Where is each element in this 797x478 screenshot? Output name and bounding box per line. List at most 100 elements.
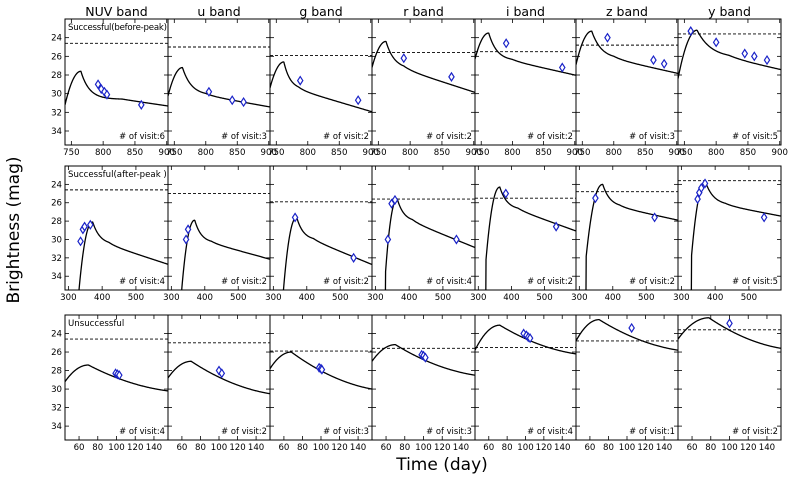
observation-point xyxy=(391,194,399,206)
light-curve-line xyxy=(270,61,372,113)
x-tick-label: 500 xyxy=(332,293,348,303)
light-curve-line xyxy=(282,216,372,290)
x-tick-label: 500 xyxy=(741,293,757,303)
panel-frame xyxy=(371,18,476,146)
x-tick-label: 140 xyxy=(248,443,264,453)
light-curve-line xyxy=(78,221,168,290)
x-tick-label: 300 xyxy=(265,293,281,303)
y-tick-label: 28 xyxy=(51,71,62,81)
visit-count-label: # of visit:3 xyxy=(629,131,675,141)
panel-2-1: 60 80 100 120 140 # of visit:2 xyxy=(167,314,271,453)
observation-point xyxy=(687,26,695,37)
x-tick-label: 80 xyxy=(502,443,513,453)
band-title: g band xyxy=(299,4,342,19)
observation-point xyxy=(726,318,733,329)
light-curve-line xyxy=(181,219,270,290)
x-tick-label: 750 xyxy=(473,148,489,158)
x-tick-label: 120 xyxy=(127,443,143,453)
light-curve-line xyxy=(576,30,678,75)
observation-point xyxy=(81,221,88,232)
x-tick-label: 850 xyxy=(637,148,653,158)
observation-point xyxy=(218,368,226,379)
x-tick-label: 60 xyxy=(687,443,698,453)
observation-point xyxy=(94,79,102,90)
x-tick-label: 300 xyxy=(163,293,179,303)
light-curve-line xyxy=(65,70,168,107)
visit-count-label: # of visit:2 xyxy=(426,131,472,141)
light-curve-line xyxy=(65,364,168,392)
x-tick-label: 300 xyxy=(367,293,383,303)
panel-frame xyxy=(269,314,373,441)
panel-1-1: 300 400 500 # of visit:2 xyxy=(163,165,271,303)
row-1: 24 26 28 30 32 34 300 400 500 # of visit:4 300 400 5… xyxy=(51,165,782,303)
x-tick-label: 80 xyxy=(92,443,103,453)
x-tick-label: 750 xyxy=(63,148,79,158)
panel-0-6: 750 800 850 900 # of visit:5 y band xyxy=(676,4,788,158)
panel-frame xyxy=(371,314,476,441)
x-tick-label: 140 xyxy=(759,443,775,453)
visit-count-label: # of visit:2 xyxy=(527,131,573,141)
observation-point xyxy=(526,333,534,344)
panel-1-6: 300 400 500 # of visit:5 xyxy=(673,165,782,303)
visit-count-label: # of visit:2 xyxy=(221,426,267,436)
observation-point xyxy=(182,234,190,245)
x-tick-label: 850 xyxy=(229,148,245,158)
x-tick-label: 120 xyxy=(740,443,756,453)
panel-0-2: 750 800 850 900 # of visit:2 g band xyxy=(268,4,379,158)
x-tick-label: 120 xyxy=(229,443,245,453)
x-tick-label: 500 xyxy=(128,293,144,303)
light-curve-line xyxy=(168,360,270,395)
panel-2-4: 60 80 100 120 140 # of visit:4 xyxy=(474,314,577,453)
observation-point xyxy=(184,224,192,235)
x-tick-label: 100 xyxy=(211,443,227,453)
x-tick-label: 140 xyxy=(350,443,366,453)
panel-frame xyxy=(575,165,679,291)
panel-frame xyxy=(474,165,577,291)
x-tick-label: 500 xyxy=(638,293,654,303)
observation-point xyxy=(604,32,611,43)
observation-point xyxy=(592,193,599,204)
observation-point xyxy=(750,51,758,62)
y-tick-label: 34 xyxy=(51,272,62,282)
observation-point xyxy=(87,219,94,230)
x-tick-label: 900 xyxy=(669,148,685,158)
light-curve-line xyxy=(678,317,781,349)
y-tick-label: 30 xyxy=(51,90,62,100)
band-title: z band xyxy=(606,4,648,19)
band-title: i band xyxy=(506,4,545,19)
observation-point xyxy=(97,83,105,95)
light-curve-line xyxy=(372,40,475,94)
y-tick-label: 30 xyxy=(51,235,62,245)
x-tick-label: 100 xyxy=(619,443,635,453)
visit-count-label: # of visit:3 xyxy=(323,426,369,436)
y-tick-label: 32 xyxy=(51,404,62,414)
row-0: 24 26 28 30 32 34 750 800 850 900 # of visit:6 NUV … xyxy=(51,4,788,158)
panel-2-6: 60 80 100 120 140 # of visit:2 xyxy=(677,314,782,453)
x-tick-label: 900 xyxy=(567,148,583,158)
light-curve-line xyxy=(690,181,781,290)
light-curve-line xyxy=(485,186,576,290)
visit-count-label: # of visit:6 xyxy=(119,131,165,141)
visit-count-label: # of visit:2 xyxy=(323,131,369,141)
y-tick-label: 32 xyxy=(51,108,62,118)
y-tick-label: 24 xyxy=(51,34,62,44)
panel-frame xyxy=(677,165,782,291)
visit-count-label: # of visit:2 xyxy=(323,276,369,286)
x-tick-label: 140 xyxy=(656,443,672,453)
x-tick-label: 800 xyxy=(300,148,316,158)
y-tick-label: 34 xyxy=(51,422,62,432)
visit-count-label: # of visit:5 xyxy=(732,131,778,141)
band-title: NUV band xyxy=(85,4,147,19)
y-tick-label: 24 xyxy=(51,330,62,340)
x-tick-label: 80 xyxy=(399,443,410,453)
y-tick-label: 26 xyxy=(51,52,62,62)
observation-point xyxy=(103,89,111,100)
observation-point xyxy=(741,48,749,59)
observation-point xyxy=(628,322,635,334)
x-tick-label: 120 xyxy=(331,443,347,453)
panel-2-0: 24 26 28 30 32 34 60 80 100 120 140 # of visit:4 xyxy=(51,314,169,453)
x-tick-label: 500 xyxy=(435,293,451,303)
x-tick-label: 500 xyxy=(230,293,246,303)
